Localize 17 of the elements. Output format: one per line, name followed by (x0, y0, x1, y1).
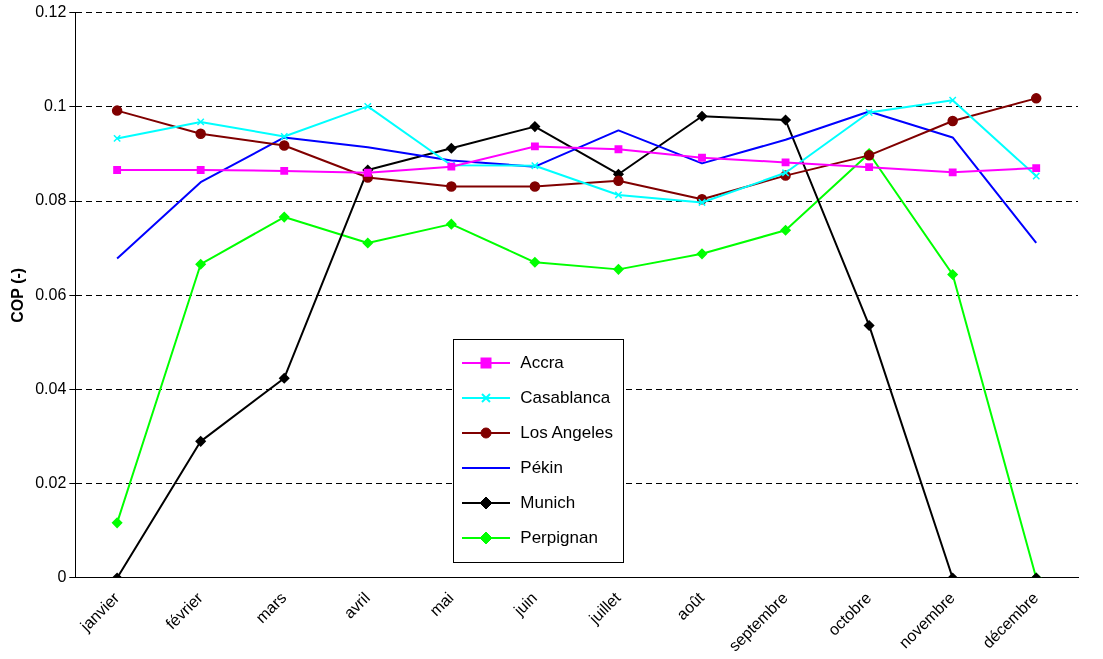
y-tick-label: 0.12 (35, 3, 67, 21)
x-tick-label: août (673, 588, 708, 624)
legend-label: Casablanca (520, 388, 611, 409)
legend-label: Pékin (520, 458, 563, 479)
x-tick-label: mai (426, 588, 457, 620)
legend-label: Munich (520, 493, 576, 514)
y-tick-label: 0.1 (44, 97, 67, 115)
y-tick-label: 0.04 (35, 379, 67, 397)
legend-label: Los Angeles (520, 423, 613, 444)
y-tick-label: 0.06 (35, 285, 67, 303)
legend-label: Accra (520, 353, 564, 374)
y-tick-label: 0.02 (35, 474, 67, 492)
legend-label: Perpignan (520, 528, 598, 549)
y-axis-title: COP (-) (9, 267, 27, 323)
y-tick-label: 0.08 (35, 191, 67, 209)
y-tick-label: 0 (57, 568, 67, 586)
x-tick-label: juin (509, 588, 541, 620)
